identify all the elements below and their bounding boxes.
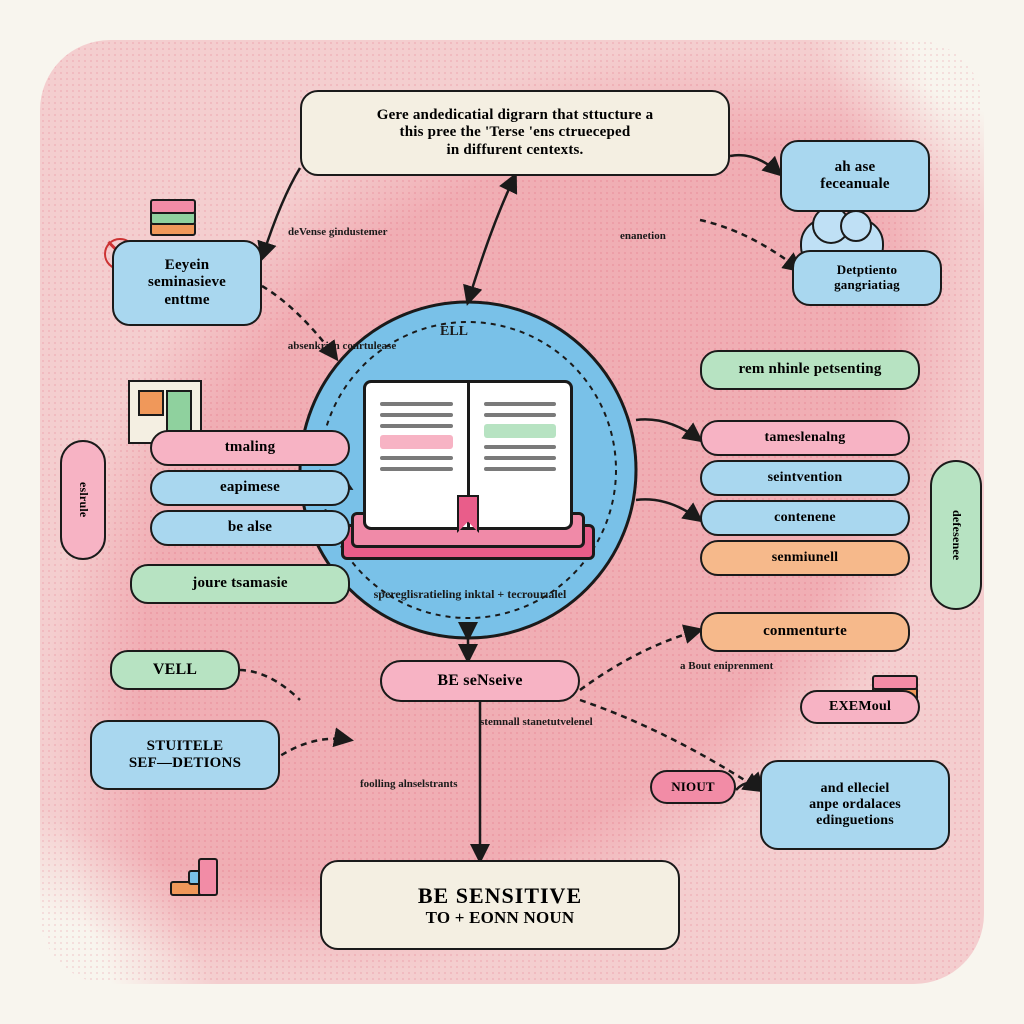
node-n_niout: NIOUT xyxy=(650,770,736,804)
top-banner-l3: in diffurent centexts. xyxy=(446,142,583,159)
mini-label-4: a Bout eniprenment xyxy=(680,660,773,672)
node-n_lside: eslrule xyxy=(60,440,106,560)
node-n_vell-text1: VELL xyxy=(153,661,197,679)
node-n_lbot-text1: STUITELE xyxy=(147,738,224,755)
mini-label-1: enanetion xyxy=(620,230,666,242)
node-n_l2: eapimese xyxy=(150,470,350,506)
node-n_cloud_lbl: Detptientogangriatiag xyxy=(792,250,942,306)
node-n_lside-text1: eslrule xyxy=(76,482,90,517)
node-n_l1: tmaling xyxy=(150,430,350,466)
node-n_l4: joure tsamasie xyxy=(130,564,350,604)
bottom-banner-l2: TO + EONN NOUN xyxy=(426,908,575,928)
mini-label-2: stemnall stanetutvelenel xyxy=(480,716,593,728)
center-ring-text: spereglisratieling inktal + tecrourıalel xyxy=(360,588,580,601)
node-n_lbot-text2: SEF—DETIONS xyxy=(129,755,241,772)
node-n_rbot-text3: edinguetions xyxy=(816,813,894,829)
center-caption: absenkrien conrtulease xyxy=(282,340,402,352)
node-n_r2c: contenene xyxy=(700,500,910,536)
node-n_rbadge-text1: EXEMoul xyxy=(829,699,891,715)
node-n_rbot-text2: anpe ordalaces xyxy=(809,797,901,813)
top-banner-l2: this pree the 'Terse 'ens ctrueceped xyxy=(400,124,631,141)
node-n_r1-text1: rem nhinle petsenting xyxy=(738,361,881,378)
node-n_r3-text1: conmenturte xyxy=(763,623,847,640)
mini-label-0: deVense gindustemer xyxy=(288,226,388,238)
bottom-banner-l1: BE SENSITIVE xyxy=(418,883,582,908)
node-n_cloud_lbl-text2: gangriatiag xyxy=(834,278,900,293)
node-n_niout-text1: NIOUT xyxy=(671,780,715,795)
node-n_l1-text1: tmaling xyxy=(225,439,276,456)
node-n_rside-text1: defesenee xyxy=(949,510,963,560)
book-icon xyxy=(333,370,603,570)
node-n_l2-text1: eapimese xyxy=(220,479,280,496)
node-n_r2a: tameslenalng xyxy=(700,420,910,456)
node-n_tl-text1: Eeyein xyxy=(165,257,210,274)
halo-frame: ELL spereglisratieling inktal + tecrourı… xyxy=(40,40,984,984)
node-n_tl-text3: enttme xyxy=(164,292,209,309)
node-n_vell: VELL xyxy=(110,650,240,690)
node-n_l4-text1: joure tsamasie xyxy=(192,575,287,592)
node-n_r2d: senmiunell xyxy=(700,540,910,576)
node-n_tr: ah asefeceanuale xyxy=(780,140,930,212)
node-n_r3: conmenturte xyxy=(700,612,910,652)
node-n_rbadge: EXEMoul xyxy=(800,690,920,724)
bottom-banner: BE SENSITIVE TO + EONN NOUN xyxy=(320,860,680,950)
center-top-label: ELL xyxy=(440,324,468,339)
node-n_r1: rem nhinle petsenting xyxy=(700,350,920,390)
diagram-canvas: ELL spereglisratieling inktal + tecrourı… xyxy=(40,40,984,984)
node-n_be-text1: BE seNseive xyxy=(437,672,522,690)
node-n_lbot: STUITELESEF—DETIONS xyxy=(90,720,280,790)
books-stack-icon xyxy=(150,200,196,236)
top-banner-l1: Gere andedicatial digrarn that sttucture… xyxy=(377,107,654,124)
top-banner: Gere andedicatial digrarn that sttucture… xyxy=(300,90,730,176)
node-n_cloud_lbl-text1: Detptiento xyxy=(837,263,898,278)
node-n_tr-text2: feceanuale xyxy=(820,176,889,193)
node-n_l3: be alse xyxy=(150,510,350,546)
node-n_r2d-text1: senmiunell xyxy=(772,550,839,566)
books-stack-icon-3 xyxy=(170,860,216,896)
node-n_r2b-text1: seintvention xyxy=(768,470,843,486)
node-n_rside: defesenee xyxy=(930,460,982,610)
node-n_l3-text1: be alse xyxy=(228,519,272,536)
node-n_tl: Eeyeinseminasieveenttme xyxy=(112,240,262,326)
node-n_tr-text1: ah ase xyxy=(835,159,876,176)
node-n_r2b: seintvention xyxy=(700,460,910,496)
node-n_be: BE seNseive xyxy=(380,660,580,702)
node-n_rbot: and ellecielanpe ordalacesedinguetions xyxy=(760,760,950,850)
node-n_tl-text2: seminasieve xyxy=(148,274,226,291)
node-n_r2c-text1: contenene xyxy=(774,510,836,526)
node-n_r2a-text1: tameslenalng xyxy=(765,430,846,446)
mini-label-3: foolling alnselstrants xyxy=(360,778,457,790)
node-n_rbot-text1: and elleciel xyxy=(821,781,890,797)
